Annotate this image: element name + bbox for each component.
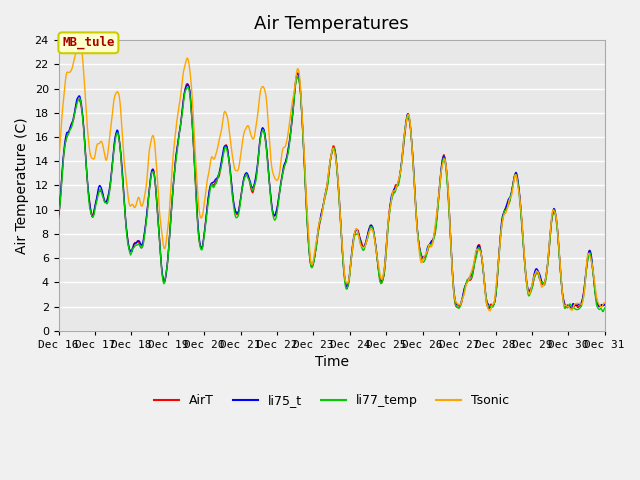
Title: Air Temperatures: Air Temperatures (254, 15, 409, 33)
Y-axis label: Air Temperature (C): Air Temperature (C) (15, 117, 29, 254)
X-axis label: Time: Time (315, 355, 349, 370)
Text: MB_tule: MB_tule (62, 36, 115, 49)
Legend: AirT, li75_t, li77_temp, Tsonic: AirT, li75_t, li77_temp, Tsonic (149, 389, 515, 412)
